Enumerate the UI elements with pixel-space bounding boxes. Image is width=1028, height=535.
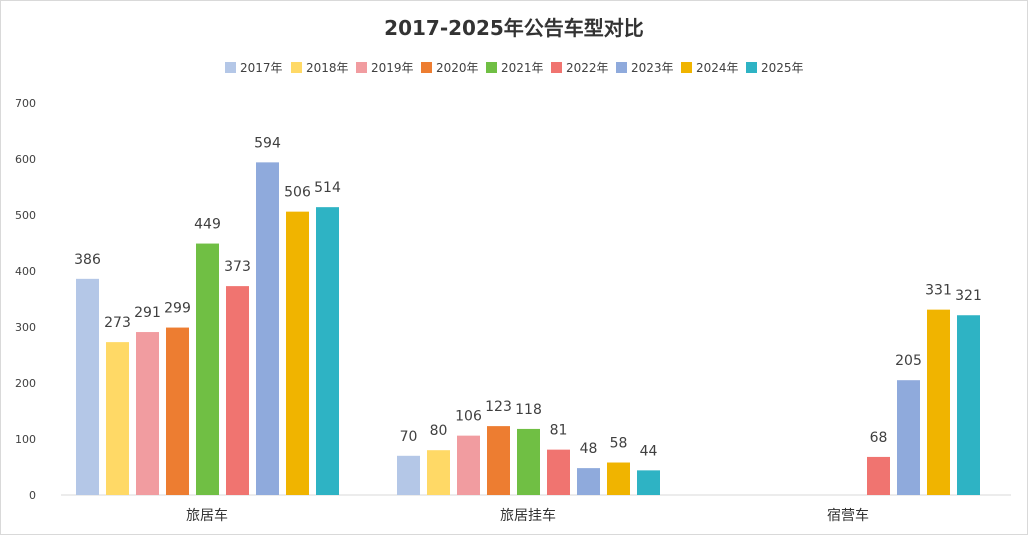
legend-label: 2023年 <box>631 61 674 75</box>
data-label: 58 <box>610 436 628 452</box>
y-axis: 0 100 200 300 400 500 600 700 <box>15 97 36 502</box>
data-label: 273 <box>104 315 131 331</box>
legend-swatch <box>291 62 302 73</box>
data-label: 81 <box>550 423 568 439</box>
legend-swatch <box>746 62 757 73</box>
bar <box>136 332 159 495</box>
data-label: 506 <box>284 185 311 201</box>
y-tick-label: 600 <box>15 153 36 166</box>
bar <box>76 278 99 495</box>
category-label: 旅居车 <box>186 507 228 524</box>
bars <box>76 162 980 496</box>
data-label: 68 <box>870 430 888 446</box>
category-label: 旅居挂车 <box>500 507 556 524</box>
data-label: 106 <box>455 409 482 425</box>
legend-label: 2021年 <box>501 61 544 75</box>
bar <box>547 449 570 495</box>
legend-label: 2025年 <box>761 61 804 75</box>
bar <box>517 428 540 495</box>
y-tick-label: 100 <box>15 433 36 446</box>
data-label: 299 <box>164 301 191 317</box>
bar <box>316 207 339 495</box>
legend-label: 2018年 <box>306 61 349 75</box>
legend-swatch <box>616 62 627 73</box>
category-label: 宿营车 <box>827 507 869 524</box>
legend-swatch <box>486 62 497 73</box>
legend: 2017年 2018年 2019年 2020年 2021年 2022年 2023年 2024年… <box>225 61 804 75</box>
legend-swatch <box>681 62 692 73</box>
data-label: 386 <box>74 252 101 268</box>
bar <box>106 342 129 495</box>
data-label: 331 <box>925 283 952 299</box>
y-tick-label: 400 <box>15 265 36 278</box>
bar <box>286 211 309 495</box>
y-tick-label: 500 <box>15 209 36 222</box>
data-label: 44 <box>640 443 658 459</box>
bar <box>196 243 219 495</box>
legend-swatch <box>551 62 562 73</box>
data-label: 48 <box>580 441 598 457</box>
data-label: 205 <box>895 353 922 369</box>
legend-swatch <box>356 62 367 73</box>
data-label: 123 <box>485 399 512 415</box>
legend-swatch <box>421 62 432 73</box>
chart-title: 2017-2025年公告车型对比 <box>384 16 644 40</box>
data-label: 118 <box>515 402 542 418</box>
x-axis: 旅居车 旅居挂车 宿营车 <box>186 507 869 524</box>
bar <box>397 455 420 495</box>
data-label: 373 <box>224 259 251 275</box>
data-label: 594 <box>254 135 281 151</box>
legend-label: 2017年 <box>240 61 283 75</box>
y-tick-label: 200 <box>15 377 36 390</box>
bar <box>226 286 249 495</box>
legend-label: 2020年 <box>436 61 479 75</box>
legend-label: 2022年 <box>566 61 609 75</box>
bar <box>487 426 510 495</box>
y-tick-label: 700 <box>15 97 36 110</box>
bar <box>867 456 890 495</box>
bar <box>607 462 630 495</box>
legend-label: 2024年 <box>696 61 739 75</box>
data-label: 514 <box>314 180 341 196</box>
bar <box>577 468 600 495</box>
y-tick-label: 0 <box>29 489 36 502</box>
data-label: 70 <box>400 429 418 445</box>
bar <box>637 470 660 495</box>
bar <box>256 162 279 496</box>
bar <box>927 309 950 495</box>
data-label: 80 <box>430 423 448 439</box>
bar <box>427 450 450 495</box>
y-tick-label: 300 <box>15 321 36 334</box>
bar <box>457 435 480 495</box>
data-label: 449 <box>194 217 221 233</box>
legend-swatch <box>225 62 236 73</box>
bar <box>166 327 189 495</box>
bar <box>897 380 920 495</box>
data-label: 291 <box>134 305 161 321</box>
legend-label: 2019年 <box>371 61 414 75</box>
data-label: 321 <box>955 288 982 304</box>
bar <box>957 315 980 495</box>
